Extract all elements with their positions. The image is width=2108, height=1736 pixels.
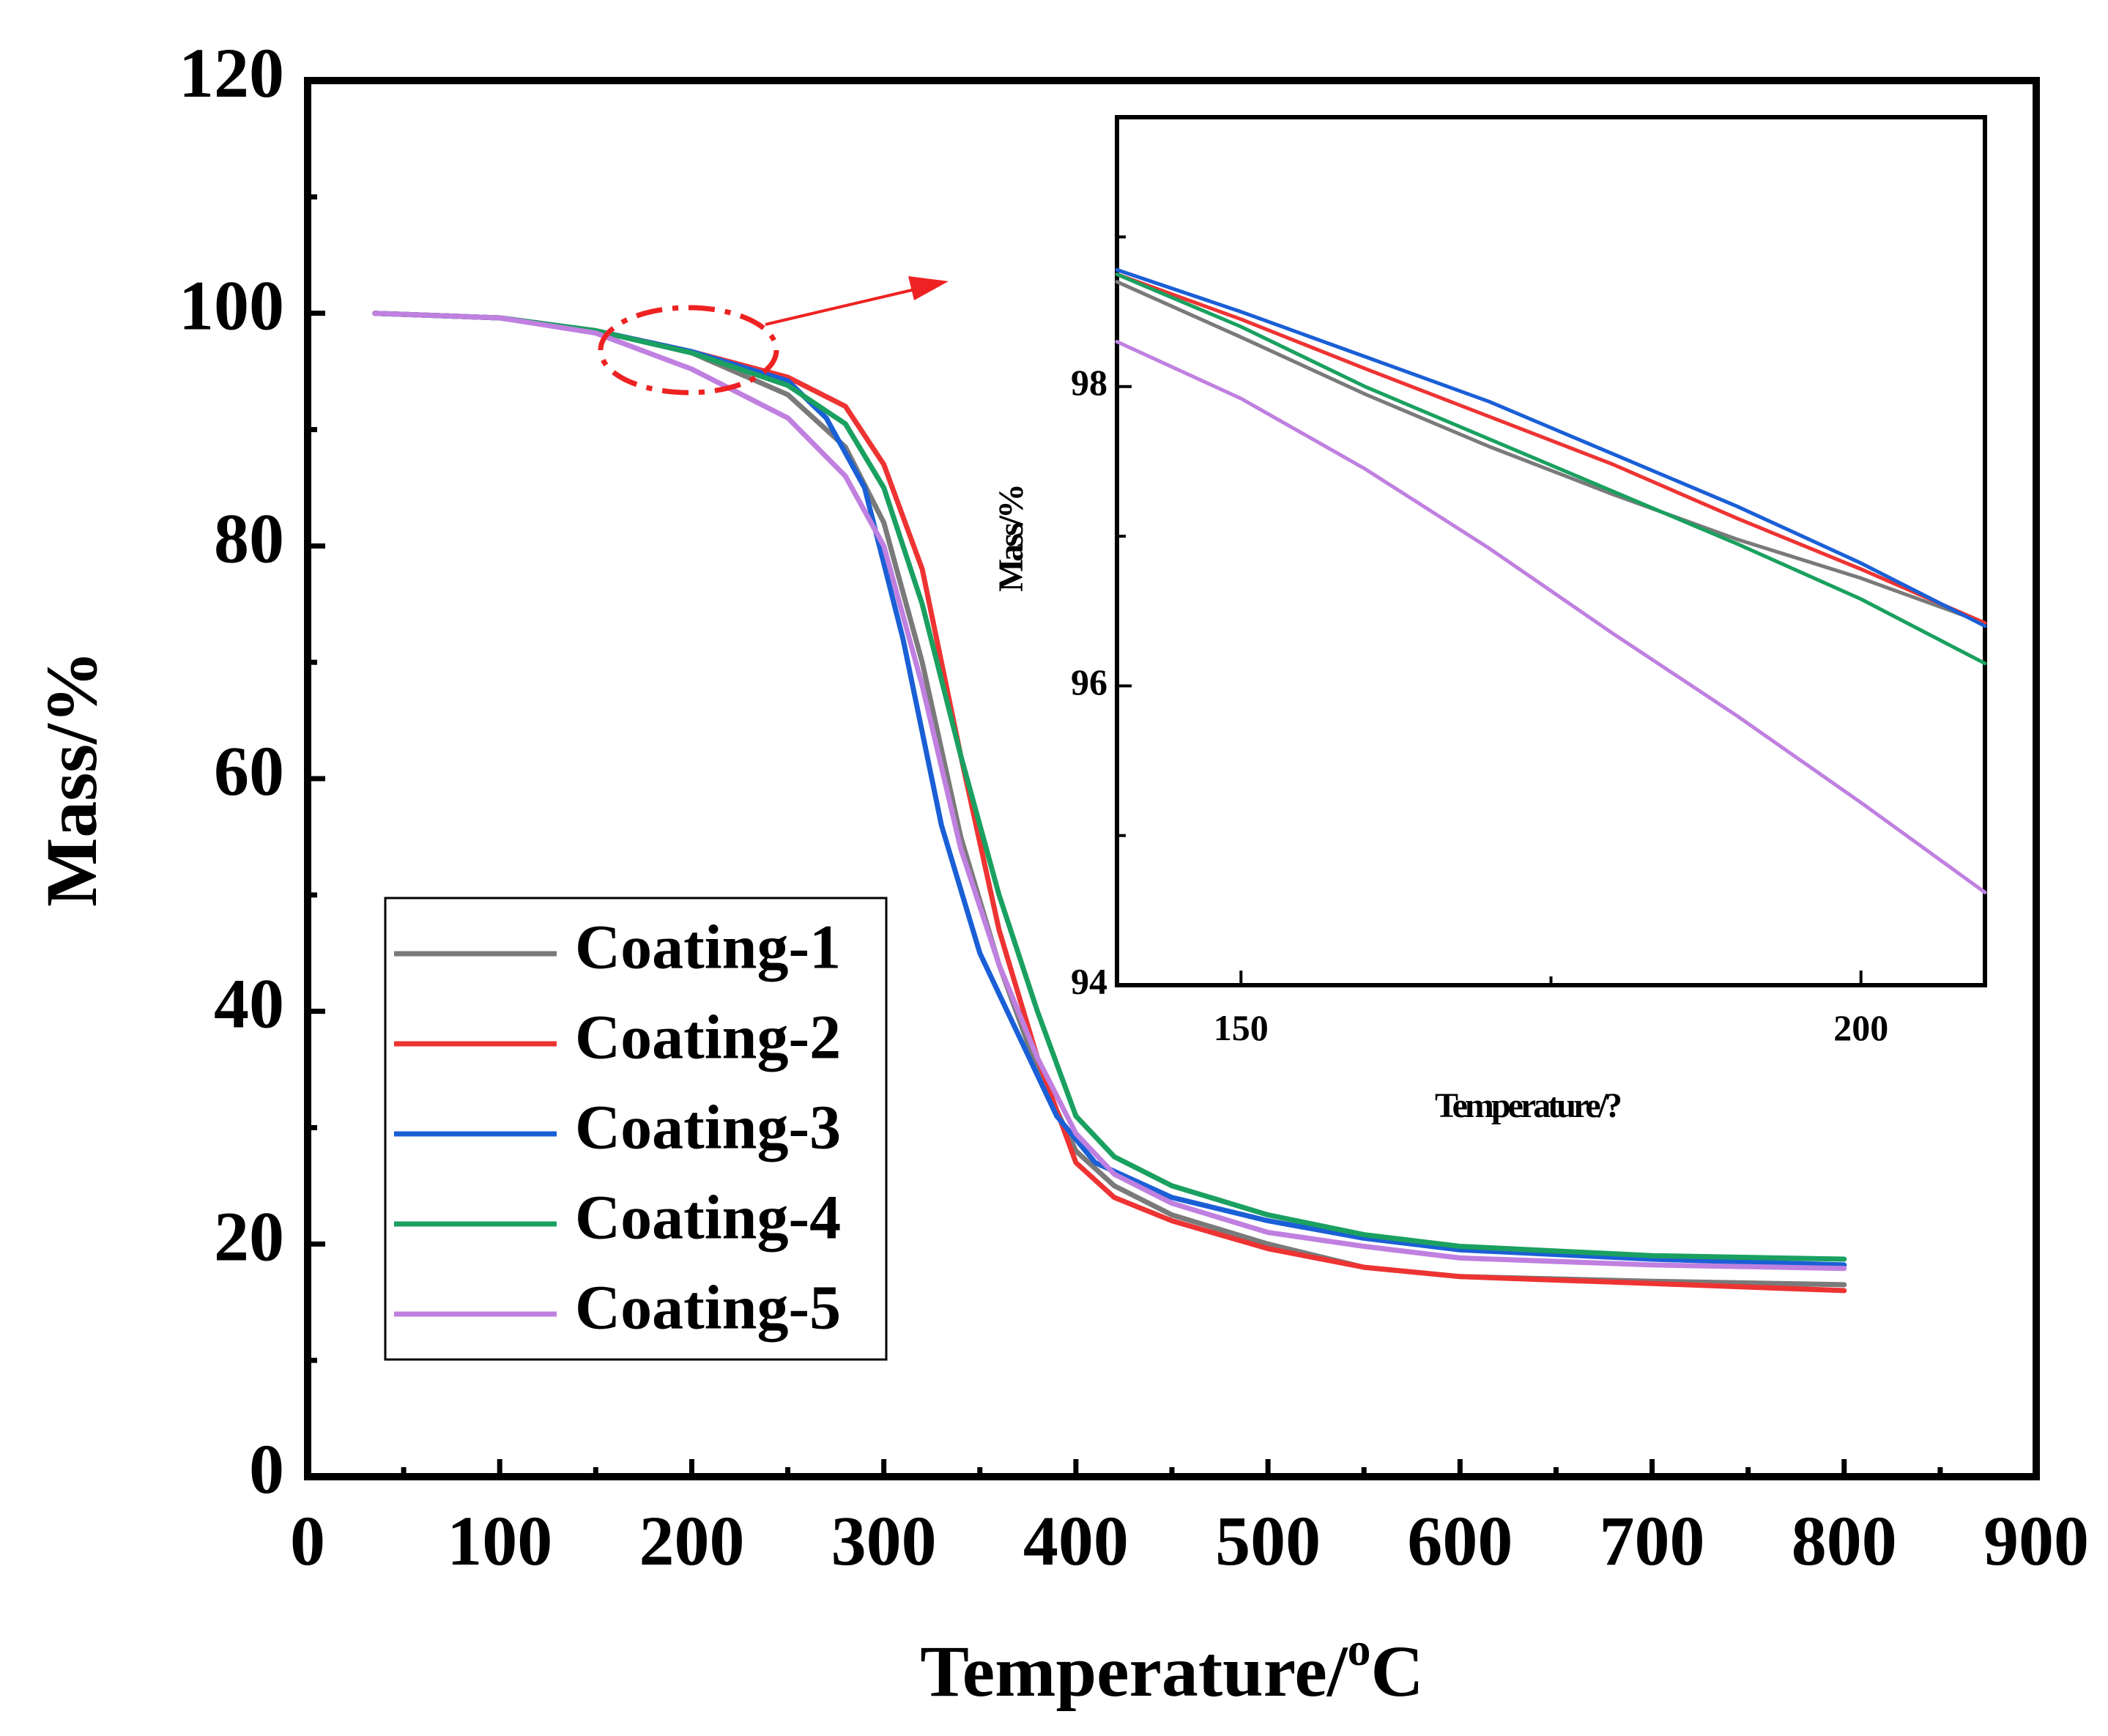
inset-series-line-coating-3 [1115,267,1987,628]
x-axis-title: Temperature/oC [920,1623,1423,1712]
zoom-region-ellipse [598,305,779,396]
x-axis-title-unit: C [1371,1631,1424,1712]
y-tick-label: 80 [214,499,284,577]
x-tick-label: 300 [831,1502,937,1580]
inset-y-tick-label: 96 [1071,661,1107,702]
y-tick-label: 40 [214,965,284,1043]
y-tick-label: 100 [179,267,284,345]
legend-label-coating-5: Coating-5 [575,1272,841,1343]
inset-series-line-coating-5 [1115,340,1987,894]
y-tick-label: 60 [214,732,284,810]
legend-label-coating-1: Coating-1 [575,912,841,982]
x-axis-title-main: Temperature/ [920,1631,1348,1712]
legend-label-coating-2: Coating-2 [575,1002,841,1072]
series-line-coating-4 [372,311,1847,1262]
main-series-group [372,311,1847,1294]
y-tick-label: 120 [179,34,284,112]
legend-box [384,897,888,1361]
x-tick-label: 200 [639,1502,744,1580]
inset-series-line-coating-1 [1115,280,1987,626]
y-tick-label: 20 [214,1197,284,1275]
zoom-arrow-line [765,289,913,326]
inset-plot-frame [1115,115,1987,987]
legend: Coating-1 Coating-2 Coating-3 Coating-4 Coat… [394,912,841,1343]
inset-series-line-coating-4 [1115,272,1987,666]
main-axis-ticks: 0 100 200 300 400 500 600 700 800 900 0 20 40 60 80 100… [179,34,2089,1580]
x-tick-label: 500 [1215,1502,1321,1580]
x-tick-label: 0 [290,1502,325,1580]
x-tick-label: 800 [1792,1502,1897,1580]
inset-y-tick-label: 94 [1071,960,1107,1001]
legend-label-coating-3: Coating-3 [575,1092,841,1162]
zoom-arrow-head [908,276,949,300]
inset-x-axis-title: Temperature/? [1435,1086,1621,1125]
inset-x-tick-label: 200 [1833,1007,1888,1048]
inset-y-axis-title: Mass/% [992,486,1031,592]
inset-x-tick-label: 150 [1214,1007,1269,1048]
y-axis-title: Mass/% [31,650,112,907]
series-line-coating-5 [372,311,1847,1272]
x-axis-title-superscript: o [1348,1623,1371,1675]
x-tick-label: 400 [1023,1502,1129,1580]
legend-label-coating-4: Coating-4 [575,1182,841,1253]
y-tick-label: 0 [249,1430,284,1508]
x-tick-label: 600 [1407,1502,1513,1580]
inset-series-group [1115,267,1987,894]
x-tick-label: 100 [447,1502,552,1580]
x-tick-label: 700 [1600,1502,1705,1580]
x-tick-label: 900 [1983,1502,2089,1580]
inset-series-line-coating-2 [1115,272,1987,626]
inset-y-tick-label: 98 [1071,362,1107,403]
inset-axis-ticks: 150 200 94 96 98 [1071,235,1888,1048]
